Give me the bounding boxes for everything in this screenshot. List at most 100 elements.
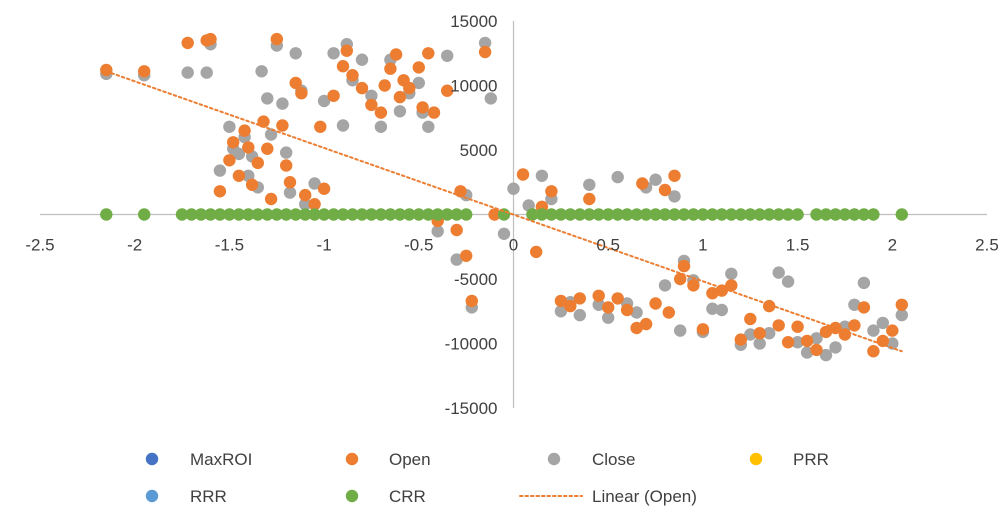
x-tick-label: -1.5 — [215, 236, 244, 255]
point-close — [317, 94, 331, 108]
point-open — [276, 119, 289, 132]
point-open — [403, 81, 416, 95]
point-crr — [308, 208, 321, 221]
y-tick-label: 5000 — [460, 141, 498, 160]
point-open — [668, 169, 681, 182]
point-close — [497, 227, 511, 240]
point-close — [374, 120, 388, 133]
point-close — [744, 328, 757, 341]
point-crr — [317, 208, 331, 221]
point-crr — [204, 208, 217, 221]
point-open — [295, 87, 308, 100]
legend-label: PRR — [793, 450, 829, 469]
point-close — [819, 348, 833, 362]
point-open — [223, 154, 236, 167]
point-open — [283, 176, 297, 189]
point-open — [460, 249, 473, 262]
point-close — [431, 225, 444, 238]
point-open — [696, 323, 710, 336]
point-open — [573, 292, 586, 305]
point-crr — [327, 208, 340, 221]
point-close — [668, 190, 681, 203]
point-open — [232, 169, 246, 182]
point-open — [378, 79, 391, 92]
point-close — [715, 303, 728, 317]
point-open — [100, 63, 113, 77]
point-close — [223, 120, 236, 133]
point-open — [454, 185, 467, 198]
point-close — [299, 198, 312, 211]
point-open — [465, 294, 478, 308]
point-close — [232, 147, 246, 161]
point-close — [336, 119, 350, 132]
point-close — [484, 92, 497, 105]
point-open — [245, 178, 259, 191]
point-open — [261, 142, 274, 155]
point-close — [895, 308, 908, 322]
point-open — [848, 319, 861, 332]
point-crr — [696, 208, 710, 221]
point-open — [620, 303, 634, 317]
point-open — [658, 183, 672, 197]
point-crr — [138, 208, 151, 221]
legend: MaxROI Open Close PRR RRR CRR Linear (Open) — [145, 450, 829, 506]
point-close — [848, 298, 861, 311]
point-crr — [772, 208, 785, 221]
tick-labels: -2.5 -2 -1.5 -1 -0.5 0 0.5 1 1.5 2 2.5 -15000 -10000… — [25, 12, 998, 418]
point-crr — [583, 208, 596, 221]
point-close — [355, 53, 369, 66]
point-close — [592, 298, 605, 311]
point-open — [355, 81, 369, 95]
point-crr — [791, 208, 804, 221]
point-close — [213, 164, 227, 177]
point-open — [422, 47, 435, 60]
point-open — [280, 159, 293, 172]
point-crr — [687, 208, 700, 221]
x-tick-label: -2 — [127, 236, 142, 255]
point-close — [507, 182, 520, 195]
point-open — [270, 32, 283, 46]
point-open — [781, 336, 795, 349]
legend-marker — [547, 452, 561, 466]
point-open — [602, 301, 615, 314]
point-open — [213, 185, 227, 198]
y-tick-label: 10000 — [450, 77, 497, 96]
point-open — [181, 36, 194, 50]
point-crr — [867, 208, 880, 221]
x-tick-label: 2.5 — [975, 236, 999, 255]
point-crr — [744, 208, 757, 221]
point-close — [393, 105, 407, 118]
legend-item: Linear (Open) — [519, 487, 697, 506]
point-close — [829, 341, 842, 354]
point-open — [895, 298, 908, 311]
point-crr — [232, 208, 246, 221]
series-open — [100, 32, 908, 358]
point-open — [592, 289, 605, 302]
point-open — [545, 185, 558, 198]
point-open — [384, 62, 397, 75]
y-tick-label: -10000 — [445, 335, 498, 354]
point-open — [251, 156, 264, 170]
point-crr — [261, 208, 274, 221]
point-crr — [734, 208, 747, 221]
point-crr — [658, 208, 672, 221]
point-crr — [374, 208, 388, 221]
point-crr — [677, 208, 691, 221]
legend-item: Open — [345, 450, 431, 469]
legend-label: RRR — [190, 487, 227, 506]
point-crr — [393, 208, 407, 221]
data-points — [100, 32, 908, 362]
point-crr — [355, 208, 369, 221]
point-open — [393, 90, 407, 104]
point-open — [630, 321, 643, 335]
point-open — [416, 101, 429, 114]
point-open — [674, 272, 687, 286]
point-close — [810, 332, 823, 345]
point-crr — [280, 208, 293, 221]
series-close — [100, 36, 908, 362]
point-crr — [895, 208, 908, 221]
point-open — [264, 192, 278, 206]
point-close — [583, 178, 596, 191]
point-open — [488, 208, 501, 221]
